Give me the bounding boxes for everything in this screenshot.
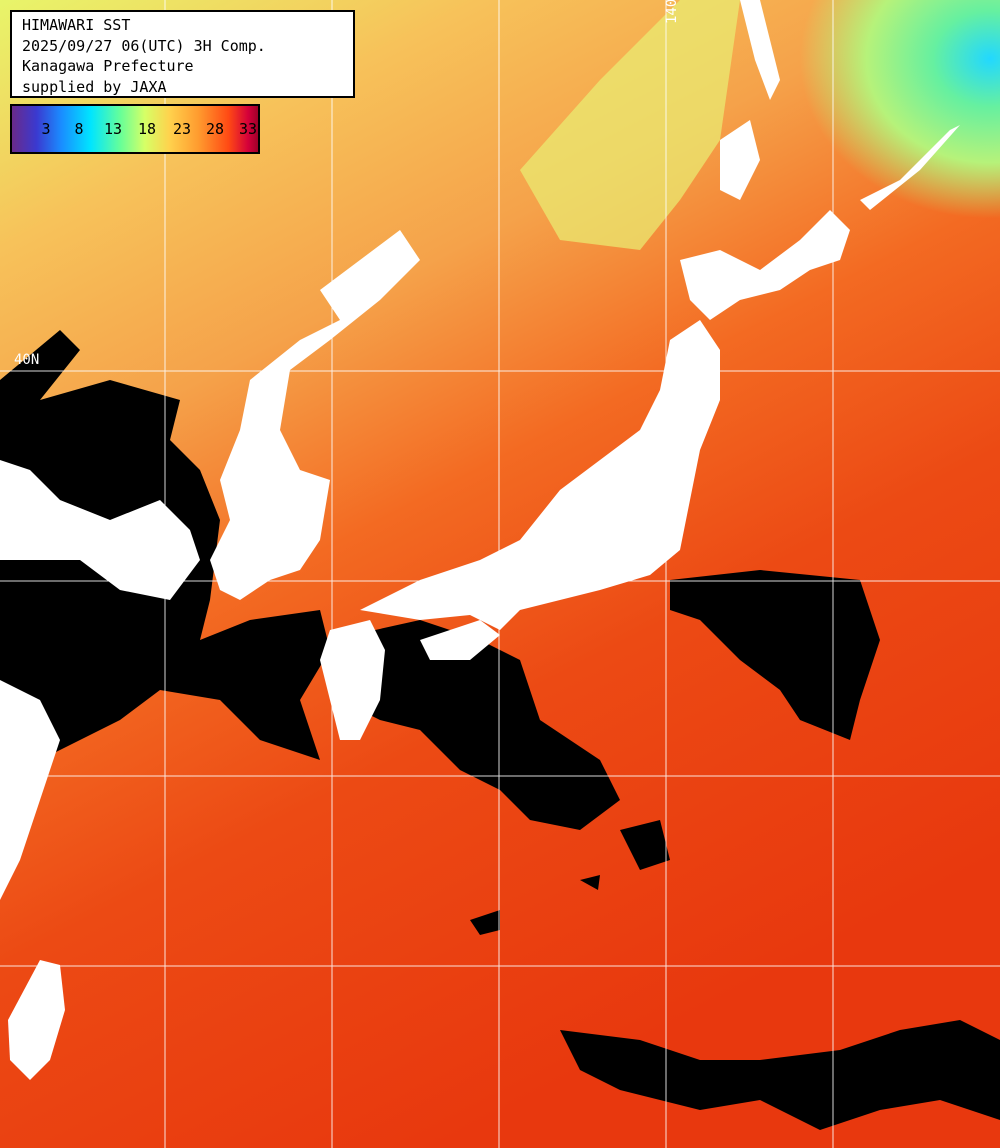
land-kyushu — [320, 620, 385, 740]
colorbar-tick: 33 — [238, 120, 258, 138]
title-region: Kanagawa Prefecture — [22, 57, 194, 75]
land-kurils — [860, 125, 960, 210]
title-product: HIMAWARI SST — [22, 16, 131, 34]
latitude-label-40n: 40N — [14, 352, 40, 368]
masked-cloud-east — [670, 570, 880, 740]
colorbar-tick: 18 — [137, 120, 157, 138]
colorbar-tick: 3 — [41, 120, 51, 138]
land-china-east-coast — [0, 680, 60, 900]
masked-cloud-south — [330, 620, 620, 830]
land-china — [0, 460, 200, 600]
colorbar-tick: 28 — [205, 120, 225, 138]
colorbar-tick: 13 — [103, 120, 123, 138]
cool-water-north-japan-sea — [520, 0, 740, 250]
land-korea — [210, 230, 420, 600]
masked-cloud-southeast — [560, 1020, 1000, 1130]
land-hokkaido — [680, 120, 850, 320]
title-credit: supplied by JAXA — [22, 77, 167, 96]
longitude-label-140e: 140E — [664, 0, 680, 24]
land-honshu — [360, 320, 720, 630]
colorbar-tick: 8 — [74, 120, 84, 138]
temperature-colorbar: 3 8 13 18 23 28 33 — [10, 104, 260, 154]
colorbar-tick: 23 — [172, 120, 192, 138]
title-datetime: 2025/09/27 06(UTC) 3H Comp. — [22, 36, 266, 55]
land-shikoku — [420, 620, 500, 660]
land-taiwan — [8, 960, 65, 1080]
land-sakhalin — [740, 0, 780, 100]
title-box: HIMAWARI SST 2025/09/27 06(UTC) 3H Comp.… — [10, 10, 355, 98]
masked-cloud-small — [470, 820, 670, 935]
latitude-label-30n: 30N — [18, 758, 44, 774]
